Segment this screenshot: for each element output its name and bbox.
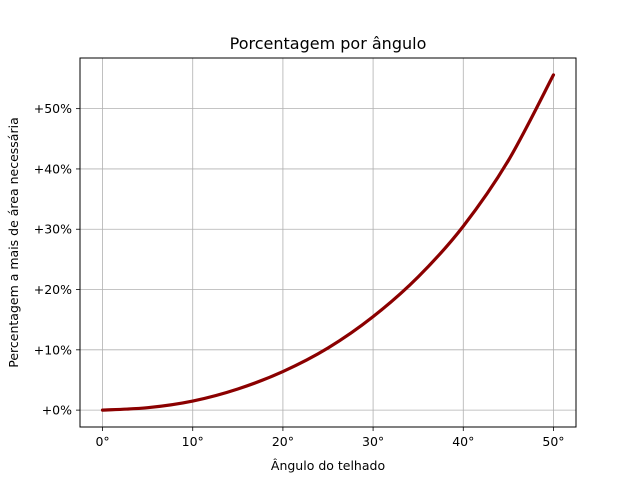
axes-frame [79,57,577,428]
y-axis-ticks: +0% +10% +20% +30% +40% +50% [34,101,80,418]
y-tick-label: +50% [34,101,72,116]
x-tick-label: 50° [542,434,564,449]
x-tick-label: 10° [182,434,204,449]
x-tick-label: 30° [362,434,384,449]
y-tick-label: +20% [34,282,72,297]
x-axis-label: Ângulo do telhado [271,458,385,473]
series-line [100,73,556,412]
y-tick-label: +30% [34,222,72,237]
x-tick-label: 20° [272,434,294,449]
y-tick-label: +0% [42,403,72,418]
y-tick-label: +40% [34,161,72,176]
x-tick-label: 40° [452,434,474,449]
chart-title: Porcentagem por ângulo [230,34,427,53]
x-tick-label: 0° [95,434,109,449]
grid-lines [80,58,576,427]
plot-area [100,73,556,412]
y-tick-label: +10% [34,342,72,357]
x-axis-ticks: 0° 10° 20° 30° 40° 50° [95,427,565,449]
y-axis-label: Percentagem a mais de área necessária [6,117,21,367]
